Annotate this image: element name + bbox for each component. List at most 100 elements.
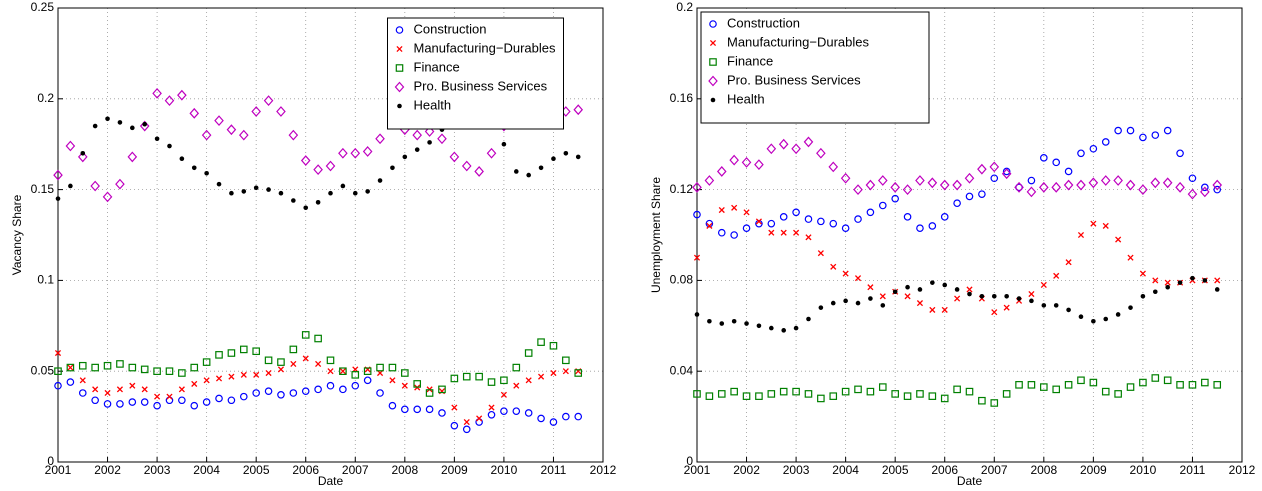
marker-diamond [877,175,888,186]
marker-x [916,300,924,307]
marker-x [67,364,74,371]
y-tick-label: 0.25 [31,0,55,14]
legend-label: Finance [727,53,773,68]
marker-circle [78,389,87,397]
marker-dot [1078,314,1084,320]
marker-diamond [1200,186,1210,198]
marker-dot [905,284,910,290]
marker-dot [291,198,296,203]
marker-dot [694,312,700,317]
marker-square [425,389,434,397]
marker-circle [128,398,137,406]
marker-x [215,375,223,382]
marker-dot [769,325,774,331]
x-tick-label: 2001 [684,463,711,477]
y-tick-label: 0.05 [31,363,55,377]
marker-circle [1126,126,1135,135]
x-tick-label: 2012 [590,463,617,477]
marker-circle [978,190,986,198]
marker-circle [326,381,335,390]
marker-circle [264,387,273,395]
marker-diamond [65,140,76,152]
legend-marker [395,26,404,34]
x-tick-label: 2004 [832,463,859,477]
marker-diamond [424,126,435,137]
marker-dot [1214,287,1220,292]
marker-x [265,369,272,377]
marker-square [413,380,422,388]
marker-square [549,341,558,350]
marker-circle [339,385,347,394]
marker-x [693,254,701,261]
marker-diamond [791,143,801,155]
marker-circle [462,425,471,434]
marker-dot [744,321,749,326]
marker-diamond [915,175,925,186]
marker-diamond [927,177,938,189]
marker-dot [756,323,762,329]
marker-square [103,361,112,370]
marker-circle [841,224,850,232]
marker-x [339,368,346,375]
marker-square [91,363,99,372]
marker-circle [103,400,112,408]
marker-square [314,334,322,343]
marker-circle [1101,138,1110,146]
marker-dot [1190,275,1195,281]
marker-circle [153,401,161,410]
legend-marker [708,75,718,87]
marker-x [755,218,762,225]
y-tick-label: 0.15 [31,182,55,196]
marker-diamond [1138,184,1148,196]
marker-square [990,399,999,407]
marker-square [1176,381,1184,389]
marker-square [1201,378,1209,387]
marker-diamond [486,147,497,159]
marker-x [1003,304,1010,311]
marker-circle [376,389,384,397]
marker-dot [731,318,737,324]
x-tick-label: 2006 [292,463,319,477]
marker-dot [1066,307,1071,313]
marker-diamond [1076,179,1086,191]
marker-dot [954,287,960,292]
marker-diamond [338,147,348,159]
marker-diamond [1014,181,1024,193]
marker-square [252,347,260,356]
marker-diamond [865,179,876,191]
marker-dot [1004,293,1009,299]
marker-dot [855,300,861,306]
marker-dot [806,316,811,322]
marker-square [1089,378,1098,387]
marker-x [731,204,738,211]
legend-label: Health [414,97,452,112]
marker-circle [817,217,825,226]
marker-diamond [729,154,739,166]
y-axis-label: Unemployment Share [649,177,663,293]
marker-diamond [412,129,423,141]
marker-diamond [754,159,764,171]
marker-circle [202,398,211,406]
marker-diamond [474,166,484,177]
marker-square [239,345,248,354]
marker-dot [253,185,259,191]
marker-x [327,368,334,375]
marker-dot [793,325,799,331]
marker-x [1040,281,1047,288]
marker-circle [866,208,875,217]
marker-dot [402,154,408,160]
marker-diamond [164,95,175,107]
y-tick-label: 0 [47,454,54,468]
marker-diamond [362,146,373,157]
marker-x [1127,254,1134,261]
marker-x [92,386,99,393]
x-tick-label: 2005 [243,463,270,477]
marker-x [302,355,309,362]
marker-square [116,360,124,368]
marker-diamond [251,106,261,117]
marker-dot [80,150,86,156]
marker-diamond [741,156,752,168]
marker-diamond [276,106,286,117]
legend-box [387,17,564,130]
x-tick-label: 2008 [1030,463,1057,477]
